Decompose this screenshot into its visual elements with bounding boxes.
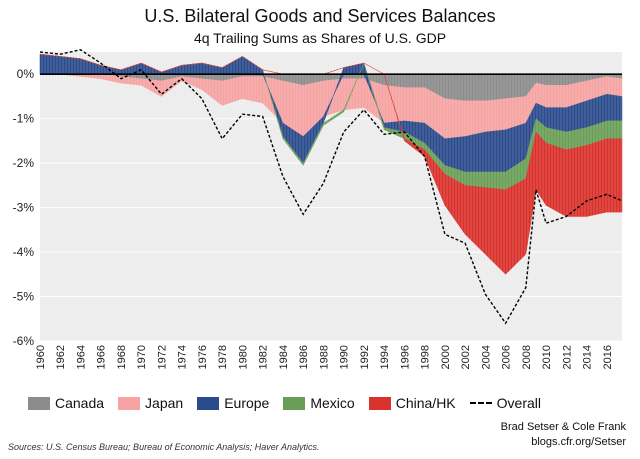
x-tick-label: 1966	[96, 345, 108, 369]
x-tick-label: 1968	[116, 345, 128, 369]
x-tick-label: 1998	[420, 345, 432, 369]
legend-item-china-hk: China/HK	[368, 395, 456, 411]
x-tick-label: 2000	[440, 345, 452, 369]
legend-swatch-europe	[197, 396, 220, 410]
legend-label-mexico: Mexico	[310, 395, 355, 411]
x-tick-label: 2004	[480, 345, 492, 369]
legend-line-overall	[469, 402, 492, 404]
x-tick-label: 1972	[157, 345, 169, 369]
x-tick-label: 1960	[35, 345, 47, 369]
y-tick-label: -1%	[13, 112, 35, 126]
legend-swatch-mexico	[283, 396, 306, 410]
x-tick-label: 2012	[561, 345, 573, 369]
x-tick-label: 2008	[521, 345, 533, 369]
x-tick-label: 1974	[177, 345, 189, 369]
x-tick-label: 2010	[541, 345, 553, 369]
x-tick-label: 1976	[197, 345, 209, 369]
y-tick-label: -3%	[13, 201, 35, 215]
legend-item-overall: Overall	[469, 395, 541, 411]
series-area-china-hk	[39, 53, 623, 275]
series-line-overall	[39, 49, 623, 325]
series-area-japan	[40, 73, 623, 139]
legend-label-japan: Japan	[145, 395, 184, 411]
x-tick-label: 1994	[379, 345, 391, 369]
x-tick-label: 1964	[76, 345, 88, 369]
x-tick-label: 1990	[339, 345, 351, 369]
legend-swatch-china-hk	[368, 396, 391, 410]
y-tick-label: -4%	[13, 245, 35, 259]
legend-label-canada: Canada	[55, 395, 105, 411]
x-tick-label: 1988	[318, 345, 330, 369]
x-tick-label: 1982	[258, 345, 270, 369]
x-tick-label: 2006	[501, 345, 513, 369]
x-tick-label: 1984	[278, 345, 290, 369]
legend-label-europe: Europe	[224, 395, 270, 411]
legend-item-canada: Canada	[28, 395, 104, 411]
chart-title: U.S. Bilateral Goods and Services Balanc…	[144, 6, 496, 26]
credit-authors: Brad Setser & Cole Frank	[500, 421, 626, 433]
x-tick-label: 2002	[460, 345, 472, 369]
y-tick-label: 0%	[17, 67, 35, 81]
x-tick-label: 2016	[602, 345, 614, 369]
legend-item-europe: Europe	[197, 395, 269, 411]
y-tick-label: -6%	[13, 334, 35, 348]
legend: Canada Japan Europe Mexico China/HK Over…	[28, 392, 628, 414]
x-tick-label: 1978	[217, 345, 229, 369]
credit-url: blogs.cfr.org/Setser	[531, 436, 626, 448]
x-tick-label: 2014	[582, 345, 594, 369]
legend-item-japan: Japan	[118, 395, 183, 411]
legend-label-overall: Overall	[496, 395, 541, 411]
legend-item-mexico: Mexico	[283, 395, 355, 411]
x-tick-label: 1962	[55, 345, 67, 369]
x-tick-label: 1992	[359, 345, 371, 369]
chart-subtitle: 4q Trailing Sums as Shares of U.S. GDP	[193, 30, 447, 46]
x-tick-label: 1986	[298, 345, 310, 369]
x-tick-label: 1996	[399, 345, 411, 369]
y-tick-label: -2%	[13, 156, 35, 170]
y-tick-label: -5%	[13, 290, 35, 304]
x-tick-label: 1980	[237, 345, 249, 369]
sources-note: Sources: U.S. Census Bureau; Bureau of E…	[8, 442, 320, 452]
legend-label-china-hk: China/HK	[395, 395, 456, 411]
x-tick-label: 1970	[136, 345, 148, 369]
legend-swatch-japan	[118, 396, 141, 410]
legend-swatch-canada	[28, 396, 50, 410]
